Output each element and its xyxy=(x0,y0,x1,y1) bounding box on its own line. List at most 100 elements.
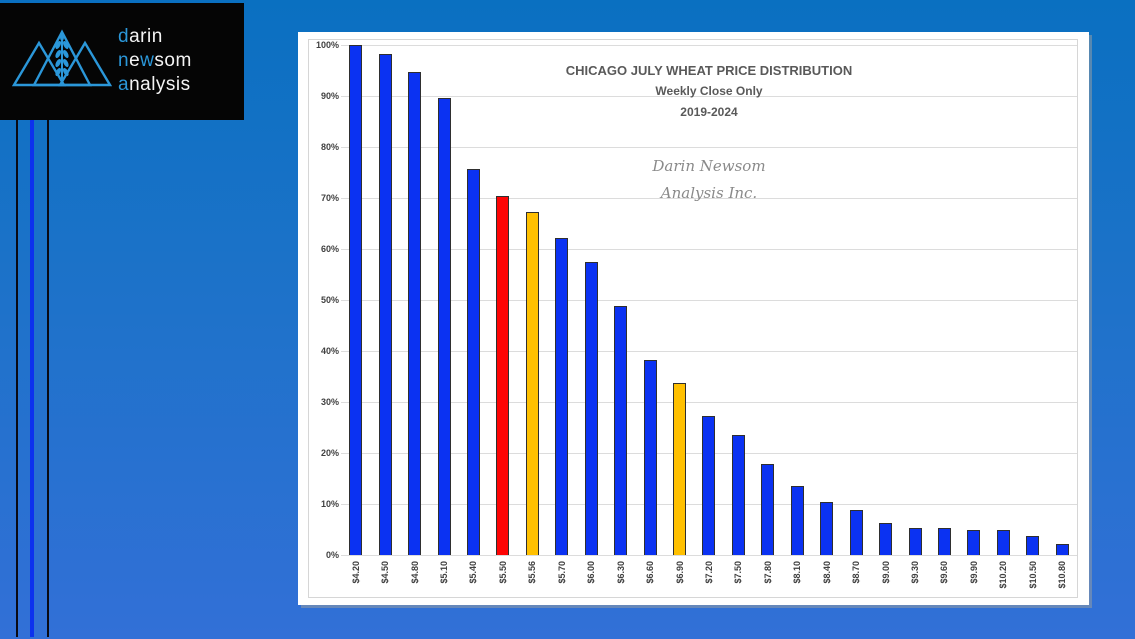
x-tick-label: $6.30 xyxy=(615,561,626,584)
x-tick-label: $8.40 xyxy=(821,561,832,584)
logo-letter: e xyxy=(129,50,141,71)
logo-wordmark: darin newsom analysis xyxy=(118,25,192,97)
x-tick-label: $7.50 xyxy=(733,561,744,584)
bar-slot: $10.80 xyxy=(1048,45,1077,589)
bar-slot: $4.80 xyxy=(400,45,429,584)
gridline xyxy=(341,198,1077,199)
y-tick-label: 10% xyxy=(320,499,339,509)
gridline xyxy=(341,402,1077,403)
bar-slot: $8.10 xyxy=(783,45,812,584)
bar-slot: $7.50 xyxy=(724,45,753,584)
bar-slot: $4.20 xyxy=(341,45,370,584)
y-tick-label: 60% xyxy=(320,244,339,254)
left-blue-stripe xyxy=(30,120,34,637)
gridline xyxy=(341,147,1077,148)
bar-$7.50 xyxy=(731,435,745,555)
logo-accent-letter: n xyxy=(118,50,130,71)
bar-$5.50 xyxy=(496,196,510,555)
bar-$4.20 xyxy=(349,45,363,555)
chart-subtitle-2: 2019-2024 xyxy=(680,105,738,119)
gridline xyxy=(341,555,1077,556)
bar-$10.20 xyxy=(996,530,1010,555)
chart-title-block: CHICAGO JULY WHEAT PRICE DISTRIBUTION We… xyxy=(341,60,1077,123)
bar-slot: $7.20 xyxy=(694,45,723,584)
gridline xyxy=(341,351,1077,352)
bar-slot: $5.40 xyxy=(459,45,488,584)
bar-$7.20 xyxy=(702,416,716,555)
gridline xyxy=(341,96,1077,97)
x-tick-label: $5.10 xyxy=(439,561,450,584)
x-tick-label: $5.40 xyxy=(468,561,479,584)
bar-slot: $5.10 xyxy=(429,45,458,584)
logo-line-newsom: newsom xyxy=(118,49,192,73)
bar-$5.40 xyxy=(466,169,480,555)
bar-$6.60 xyxy=(643,360,657,555)
x-tick-label: $10.80 xyxy=(1057,561,1068,589)
x-tick-label: $9.00 xyxy=(880,561,891,584)
x-tick-label: $6.00 xyxy=(586,561,597,584)
left-black-stripe-2 xyxy=(47,120,49,637)
x-tick-label: $6.90 xyxy=(674,561,685,584)
y-tick-label: 100% xyxy=(315,40,339,50)
x-tick-label: $7.20 xyxy=(703,561,714,584)
bar-slot: $8.40 xyxy=(812,45,841,584)
bar-slot: $6.90 xyxy=(665,45,694,584)
gridline xyxy=(341,249,1077,250)
bar-$10.50 xyxy=(1026,536,1040,555)
logo-letter: som xyxy=(154,50,192,71)
bar-$8.10 xyxy=(790,486,804,555)
bar-$9.90 xyxy=(967,530,981,555)
x-tick-label: $9.30 xyxy=(910,561,921,584)
bar-slot: $10.20 xyxy=(989,45,1018,589)
x-tick-label: $5.56 xyxy=(527,561,538,584)
bars-area: $4.20 $4.50 $4.80 $5.10 $5.40 $5.50 $5.56 $5.70… xyxy=(341,45,1077,589)
x-tick-label: $5.50 xyxy=(497,561,508,584)
y-tick-label: 40% xyxy=(320,346,339,356)
x-tick-label: $4.20 xyxy=(350,561,361,584)
bar-slot: $5.56 xyxy=(518,45,547,584)
bar-$9.00 xyxy=(879,523,893,555)
x-tick-label: $4.80 xyxy=(409,561,420,584)
bar-$8.40 xyxy=(820,502,834,555)
bar-slot: $4.50 xyxy=(370,45,399,584)
gridline xyxy=(341,45,1077,46)
x-tick-label: $10.20 xyxy=(998,561,1009,589)
logo-letter: nalysis xyxy=(129,74,191,95)
bar-$5.70 xyxy=(555,238,569,555)
bar-$6.30 xyxy=(614,306,628,555)
logo-letter: arin xyxy=(129,26,163,47)
bar-slot: $9.00 xyxy=(871,45,900,584)
company-logo: darin newsom analysis xyxy=(0,3,244,120)
bar-slot: $9.30 xyxy=(900,45,929,584)
bar-$10.80 xyxy=(1055,544,1069,555)
y-tick-label: 20% xyxy=(320,448,339,458)
watermark-line-2: Analysis Inc. xyxy=(660,184,758,202)
bar-slot: $6.00 xyxy=(577,45,606,584)
watermark-line-1: Darin Newsom xyxy=(652,157,766,175)
chart-title: CHICAGO JULY WHEAT PRICE DISTRIBUTION xyxy=(565,63,853,78)
chart-panel: 100% 90% 80% 70% 60% 50% 40% 30% 20% 10% 0% CHICAG… xyxy=(298,32,1089,605)
watermark: Darin Newsom Analysis Inc. xyxy=(341,153,1077,207)
bar-slot: $9.90 xyxy=(959,45,988,584)
bar-$9.30 xyxy=(908,528,922,555)
bar-$9.60 xyxy=(937,528,951,555)
triangles-wheat-icon xyxy=(12,29,112,87)
bar-slot: $9.60 xyxy=(930,45,959,584)
x-tick-label: $4.50 xyxy=(380,561,391,584)
bar-$6.90 xyxy=(673,383,687,555)
bar-$8.70 xyxy=(849,510,863,555)
bar-$7.80 xyxy=(761,464,775,555)
chart-subtitle-1: Weekly Close Only xyxy=(655,84,763,98)
logo-accent-letter: a xyxy=(118,74,130,95)
bar-slot: $7.80 xyxy=(753,45,782,584)
bar-$4.80 xyxy=(408,72,422,555)
x-tick-label: $9.60 xyxy=(939,561,950,584)
bar-slot: $10.50 xyxy=(1018,45,1047,589)
x-tick-label: $9.90 xyxy=(968,561,979,584)
x-tick-label: $8.10 xyxy=(792,561,803,584)
x-tick-label: $7.80 xyxy=(762,561,773,584)
x-tick-label: $10.50 xyxy=(1027,561,1038,589)
logo-accent-letter: w xyxy=(140,50,155,71)
bar-$5.56 xyxy=(525,212,539,555)
